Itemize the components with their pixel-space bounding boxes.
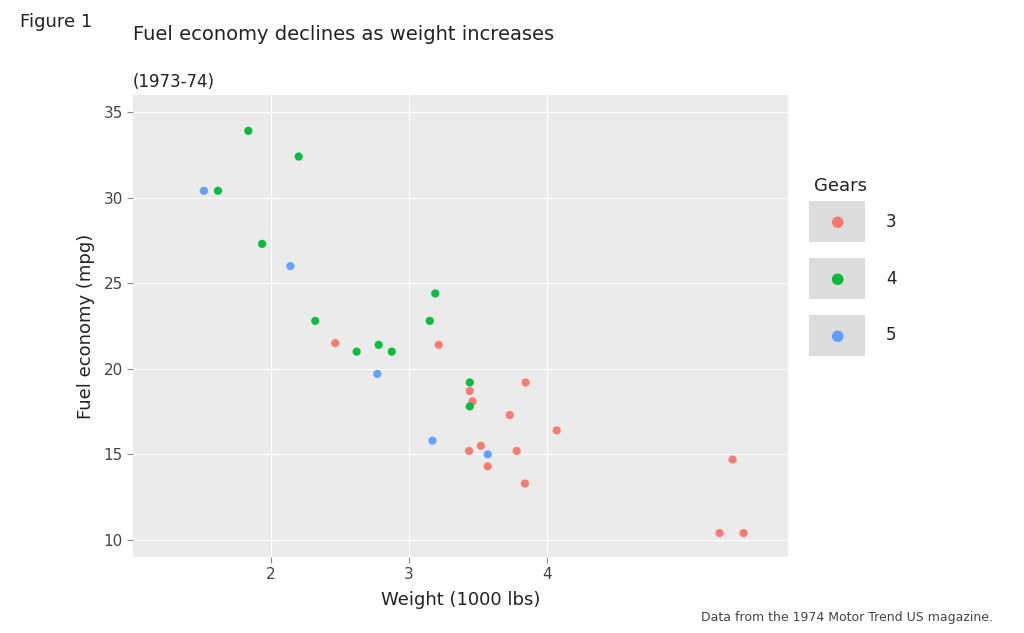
Point — [430, 340, 446, 350]
Text: (1973-74): (1973-74) — [133, 73, 215, 91]
Point — [735, 528, 752, 538]
Text: Data from the 1974 Motor Trend US magazine.: Data from the 1974 Motor Trend US magazi… — [701, 610, 993, 624]
Text: ●: ● — [830, 214, 844, 229]
Point — [291, 151, 307, 161]
Point — [517, 377, 534, 387]
Text: Fuel economy declines as weight increases: Fuel economy declines as weight increase… — [133, 25, 554, 44]
Point — [462, 401, 478, 411]
Point — [549, 425, 565, 436]
Point — [327, 338, 343, 348]
Point — [424, 436, 440, 446]
Point — [210, 185, 226, 196]
Point — [479, 449, 496, 460]
Point — [462, 377, 478, 387]
Point — [517, 479, 534, 489]
Point — [462, 386, 478, 396]
Point — [479, 461, 496, 472]
Point — [509, 446, 525, 456]
Point — [241, 126, 257, 136]
Point — [461, 446, 477, 456]
Text: 5: 5 — [886, 327, 896, 344]
Point — [502, 410, 518, 420]
Point — [307, 316, 324, 326]
X-axis label: Weight (1000 lbs): Weight (1000 lbs) — [381, 591, 541, 609]
Text: ●: ● — [830, 271, 844, 286]
Point — [422, 316, 438, 326]
Text: Figure 1: Figure 1 — [20, 13, 93, 30]
Point — [371, 340, 387, 350]
Point — [283, 261, 299, 271]
Point — [473, 441, 489, 451]
Point — [464, 396, 480, 406]
Text: Gears: Gears — [814, 177, 867, 195]
Point — [712, 528, 728, 538]
Point — [427, 289, 443, 299]
Point — [384, 347, 400, 357]
Text: 4: 4 — [886, 270, 896, 287]
Point — [254, 239, 270, 249]
Point — [369, 369, 385, 379]
Point — [196, 185, 212, 196]
Text: ●: ● — [830, 328, 844, 343]
Text: 3: 3 — [886, 213, 896, 230]
Y-axis label: Fuel economy (mpg): Fuel economy (mpg) — [77, 234, 95, 418]
Point — [724, 454, 740, 465]
Point — [348, 347, 365, 357]
